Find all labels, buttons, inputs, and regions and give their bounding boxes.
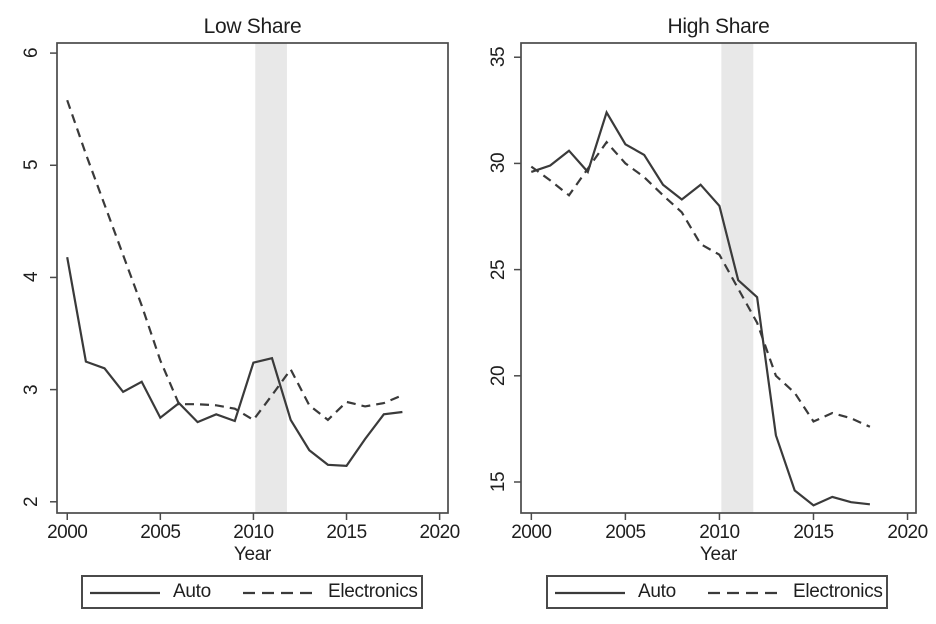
y-tick-label: 4 [21,272,42,283]
plot-border [56,42,449,514]
shaded-band [255,43,287,513]
legend-solid-line-sample [90,590,160,596]
legend-label-electronics: Electronics [328,581,418,602]
x-tick-label: 2020 [887,522,928,543]
x-tick-label: 2000 [511,522,552,543]
legend-label-electronics: Electronics [793,581,883,602]
chart-title-high-share: High Share [667,15,770,38]
y-tick-label: 15 [488,471,509,493]
x-tick-label: 2010 [233,522,274,543]
y-tick-label: 25 [488,259,509,280]
legend-label-auto: Auto [638,581,676,602]
legend-dashed-line-sample [243,590,313,596]
series-line-auto [530,109,871,507]
series-line-auto [66,257,403,468]
plot-border [520,42,917,514]
x-tick-label: 2020 [419,522,460,543]
y-tick-label: 6 [21,48,42,59]
legend-solid-line-sample [555,590,625,596]
y-tick-label: 20 [488,365,509,386]
x-tick-label: 2015 [326,522,367,543]
x-axis-label: Year [233,544,272,565]
series-line-electronics [530,140,871,428]
y-tick-label: 2 [21,496,42,507]
y-tick-label: 3 [21,384,42,395]
legend: Auto Electronics [546,575,888,609]
x-tick-label: 2010 [699,522,740,543]
x-tick-label: 2015 [793,522,834,543]
y-tick-label: 35 [488,47,509,68]
legend-dashed-line-sample [708,590,778,596]
y-tick-label: 30 [488,153,509,174]
legend: Auto Electronics [81,575,423,609]
x-tick-label: 2005 [605,522,646,543]
chart-title-low-share: Low Share [203,15,302,38]
series-line-electronics [66,99,403,422]
x-tick-label: 2005 [140,522,181,543]
y-tick-label: 5 [21,160,42,171]
legend-label-auto: Auto [173,581,211,602]
x-axis-label: Year [699,544,738,565]
x-tick-label: 2000 [47,522,88,543]
